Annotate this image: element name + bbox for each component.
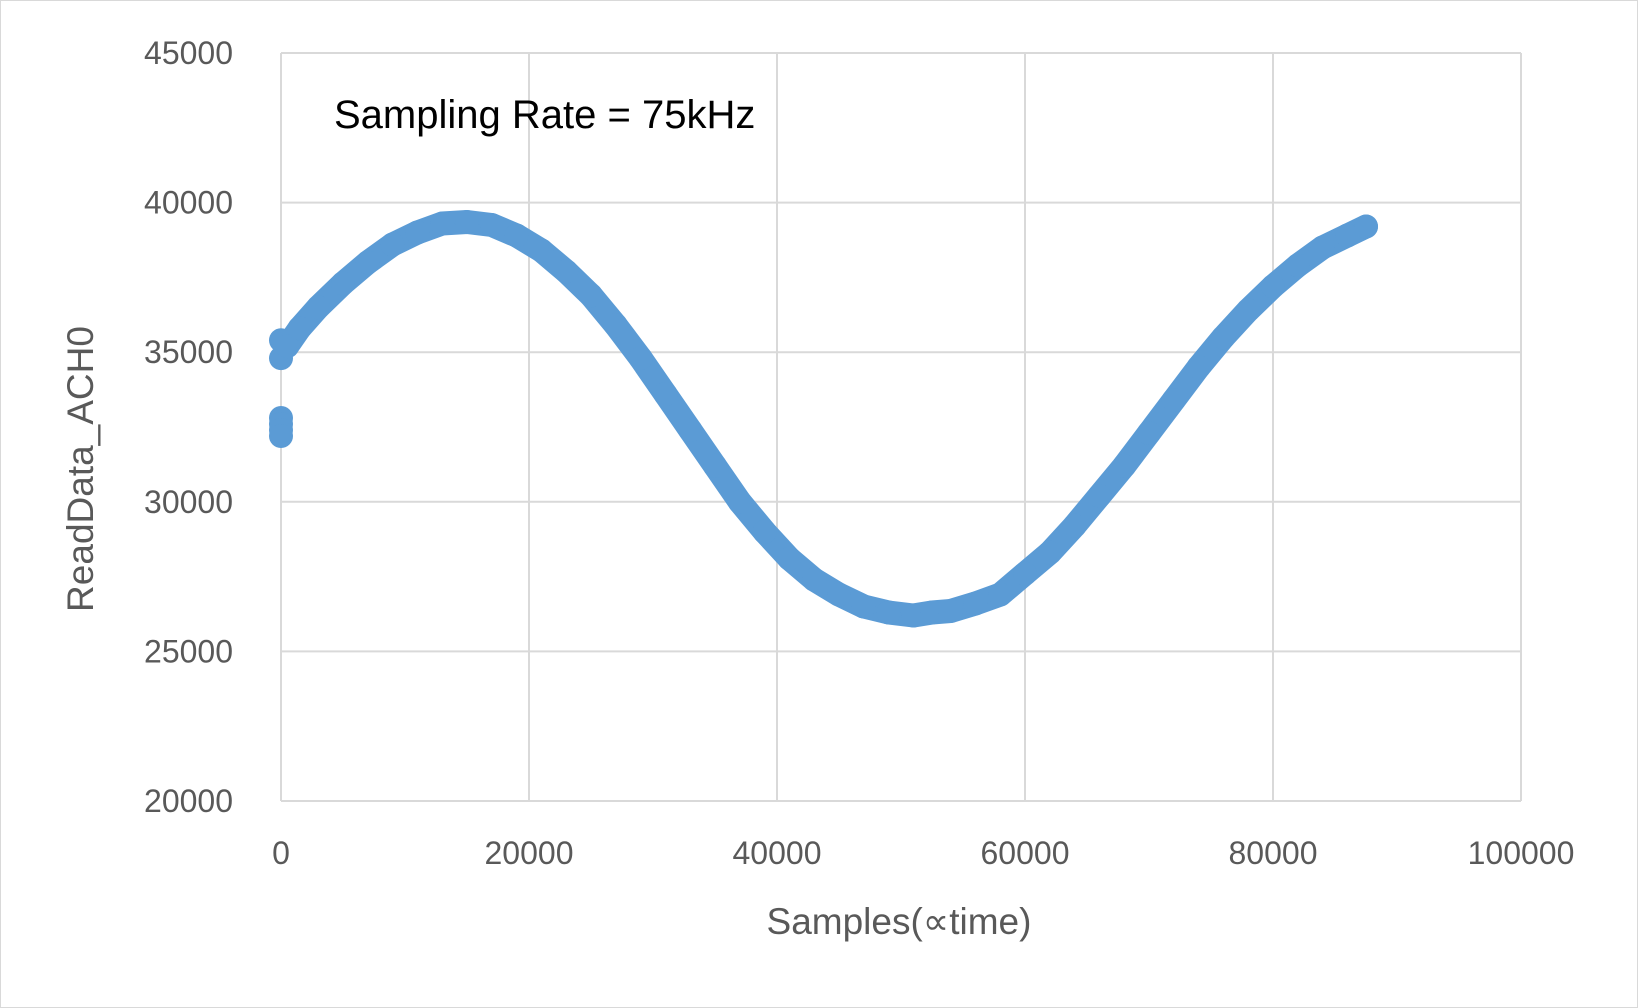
grid-lines	[280, 52, 1522, 802]
x-tick-label: 100000	[1468, 835, 1575, 871]
data-point	[529, 238, 554, 263]
x-tick-label: 0	[272, 835, 290, 871]
data-point	[1186, 355, 1211, 380]
x-tick-label: 40000	[733, 835, 822, 871]
data-point	[703, 453, 727, 478]
data-point	[1261, 274, 1285, 299]
data-point	[1137, 420, 1161, 445]
series-band	[275, 210, 1378, 628]
data-point	[1335, 223, 1360, 248]
data-point	[1236, 298, 1261, 323]
data-point	[901, 603, 926, 628]
data-points	[269, 210, 1378, 628]
data-point	[287, 316, 312, 341]
data-point	[920, 600, 944, 625]
data-point	[876, 600, 901, 625]
y-tick-label: 35000	[144, 334, 233, 370]
data-point	[306, 295, 331, 320]
y-tick-label: 25000	[144, 633, 233, 669]
data-point	[777, 546, 802, 571]
data-point	[479, 213, 504, 238]
data-point	[628, 346, 653, 371]
x-tick-label: 80000	[1229, 835, 1318, 871]
x-tick-label: 20000	[485, 835, 574, 871]
annotation-text: Sampling Rate = 75kHz	[334, 93, 755, 137]
data-point	[269, 423, 293, 448]
data-point	[851, 594, 876, 619]
data-point	[579, 283, 603, 308]
data-point	[752, 519, 777, 544]
data-point	[355, 250, 380, 275]
data-point	[827, 582, 851, 607]
y-tick-label: 40000	[144, 185, 233, 221]
data-point	[1062, 513, 1087, 538]
data-point	[455, 210, 479, 235]
data-point	[1087, 483, 1112, 508]
data-point	[653, 382, 678, 407]
data-point	[1013, 561, 1037, 586]
data-point	[275, 334, 300, 359]
data-point	[1037, 540, 1062, 565]
data-point	[504, 223, 529, 248]
data-point	[1354, 214, 1378, 239]
data-point	[963, 591, 988, 616]
data-point	[1112, 453, 1137, 478]
data-point	[727, 489, 752, 514]
data-point	[678, 417, 703, 442]
data-point	[1285, 253, 1310, 278]
data-point	[405, 220, 430, 245]
y-tick-label: 20000	[144, 783, 233, 819]
x-axis-title: Samples(∝time)	[767, 901, 1032, 942]
data-point	[938, 599, 963, 624]
data-point	[380, 232, 405, 257]
data-point	[1310, 235, 1335, 260]
y-tick-label: 45000	[144, 35, 233, 71]
data-point	[554, 259, 579, 284]
y-tick-label: 30000	[144, 484, 233, 520]
data-point	[1161, 388, 1186, 413]
data-point	[988, 582, 1013, 607]
y-axis-title: ReadData_ACH0	[60, 326, 101, 612]
tick-labels: 0 20000 40000 60000 80000 100000 20000 25000 300…	[144, 35, 1574, 871]
data-point	[802, 567, 827, 592]
data-point	[430, 211, 455, 236]
data-point	[1211, 325, 1236, 350]
x-tick-label: 60000	[981, 835, 1070, 871]
data-point	[331, 271, 355, 296]
data-point	[603, 313, 628, 338]
